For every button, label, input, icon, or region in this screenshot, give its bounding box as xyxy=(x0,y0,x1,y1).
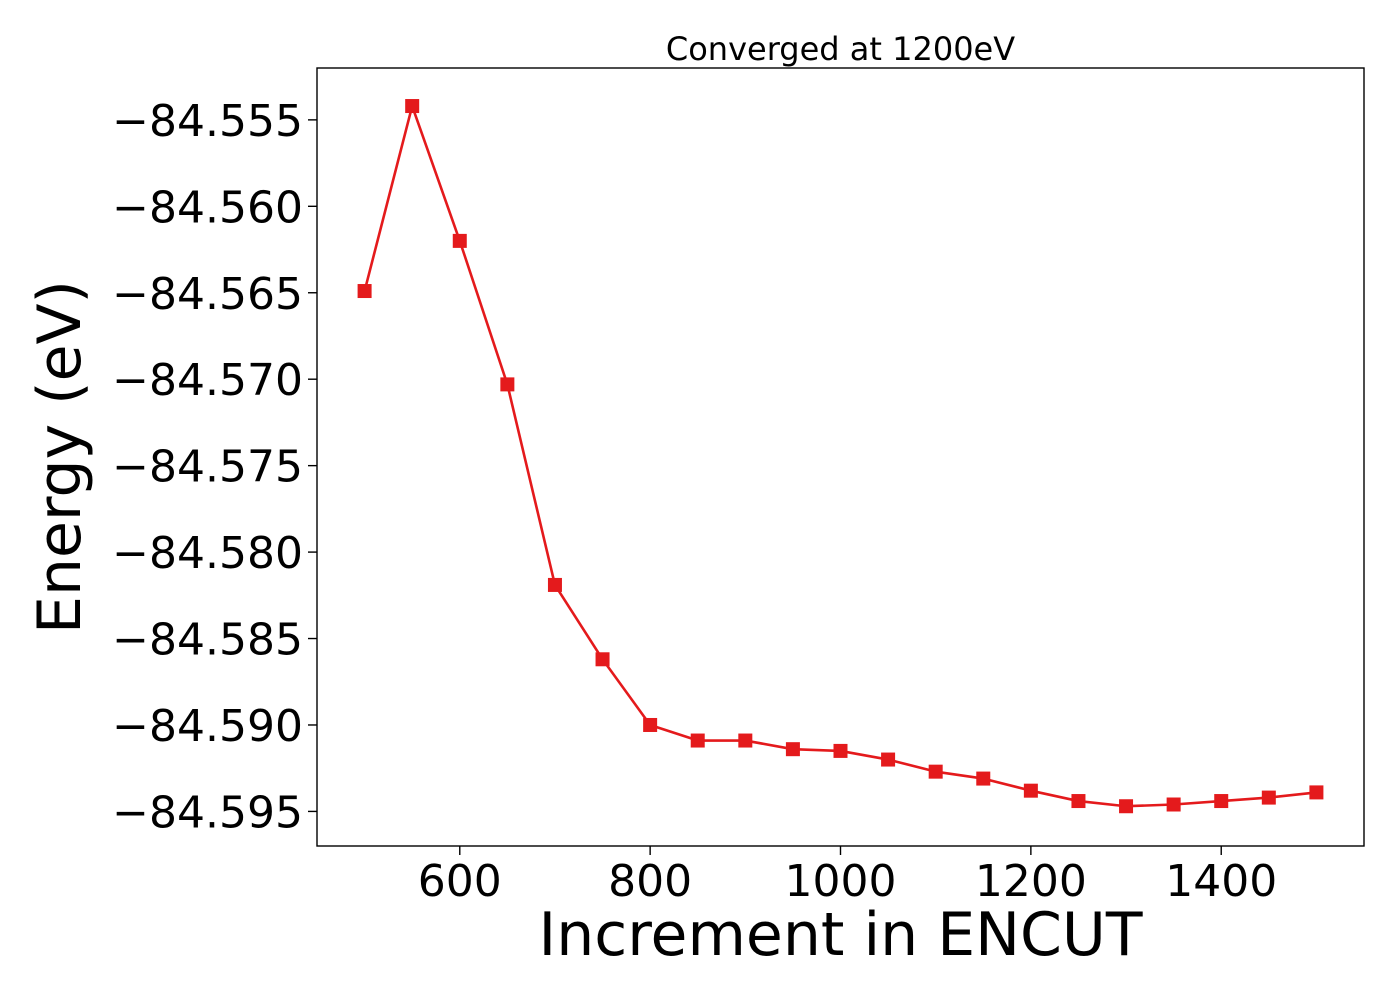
data-point-marker xyxy=(1119,799,1134,814)
data-point-marker xyxy=(1214,794,1229,809)
y-tick-label: −84.570 xyxy=(112,355,303,406)
y-tick-label: −84.555 xyxy=(112,96,303,147)
y-tick-label: −84.565 xyxy=(112,269,303,320)
data-point-marker xyxy=(738,733,753,748)
series-line xyxy=(363,104,1317,808)
data-point-marker xyxy=(547,577,562,592)
data-point-marker xyxy=(976,771,991,786)
y-tick-label: −84.580 xyxy=(112,528,303,579)
data-point-marker xyxy=(643,717,658,732)
data-point-marker xyxy=(881,752,896,767)
x-tick-label: 1000 xyxy=(785,856,897,907)
x-axis-ticks: 600 800 1000 1200 1400 xyxy=(418,846,1277,907)
y-tick-label: −84.575 xyxy=(112,442,303,493)
data-point-marker xyxy=(357,284,372,299)
x-tick-label: 600 xyxy=(418,856,502,907)
data-point-marker xyxy=(1071,794,1086,809)
data-point-marker xyxy=(1166,797,1181,812)
data-point-marker xyxy=(452,233,467,248)
data-point-marker xyxy=(595,652,610,667)
x-axis-title: Increment in ENCUT xyxy=(539,900,1143,970)
plot-area xyxy=(316,67,1365,847)
y-axis-title: Energy (eV) xyxy=(25,280,95,634)
data-point-marker xyxy=(1309,785,1324,800)
y-axis-ticks: −84.555 −84.560 −84.565 −84.570 −84.575 −84.5… xyxy=(112,96,317,838)
x-tick-label: 800 xyxy=(608,856,692,907)
data-point-marker xyxy=(405,99,420,114)
y-tick-label: −84.560 xyxy=(112,182,303,233)
x-tick-label: 1400 xyxy=(1165,856,1277,907)
data-point-marker xyxy=(690,733,705,748)
y-tick-label: −84.585 xyxy=(112,615,303,666)
x-tick-label: 1200 xyxy=(975,856,1087,907)
data-point-marker xyxy=(833,743,848,758)
y-tick-label: −84.590 xyxy=(112,701,303,752)
data-point-marker xyxy=(1023,783,1038,798)
data-point-marker xyxy=(1261,790,1276,805)
data-point-marker xyxy=(928,764,943,779)
data-point-marker xyxy=(785,742,800,757)
series-layer xyxy=(357,99,1324,814)
plot-frame xyxy=(316,67,1365,847)
data-point-marker xyxy=(500,377,515,392)
y-tick-label: −84.595 xyxy=(112,787,303,838)
chart-title: Converged at 1200eV xyxy=(666,30,1015,68)
